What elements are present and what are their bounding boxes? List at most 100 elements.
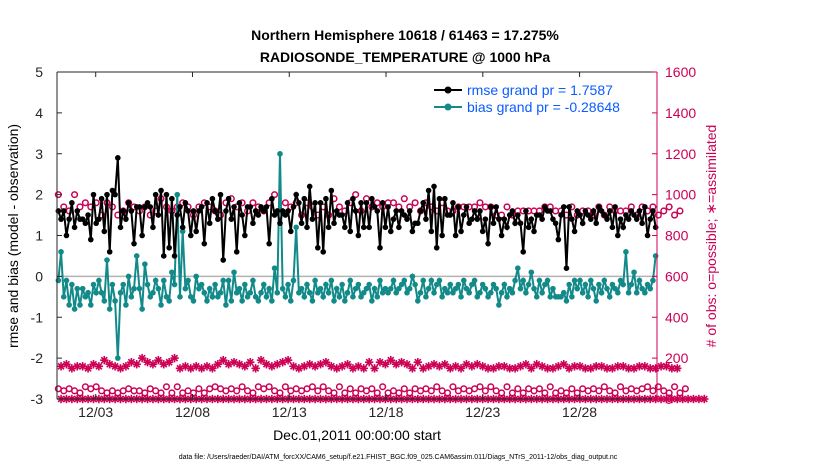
rmse-point bbox=[228, 216, 235, 222]
rmse-point bbox=[409, 228, 416, 235]
rmse-point bbox=[587, 216, 594, 222]
bias-point bbox=[296, 289, 302, 296]
star-stroke bbox=[381, 360, 389, 368]
possible-obs-low-point bbox=[330, 389, 338, 397]
bias-point bbox=[366, 281, 372, 288]
bias-point bbox=[90, 281, 97, 288]
bias-point bbox=[112, 298, 118, 304]
star-stroke bbox=[673, 364, 681, 372]
rmse-point bbox=[269, 195, 275, 202]
bias-point bbox=[452, 285, 459, 292]
bias-point bbox=[390, 277, 397, 284]
rmse-point bbox=[633, 216, 640, 222]
bias-point bbox=[166, 298, 172, 304]
y-tick-label: 1 bbox=[35, 228, 43, 244]
rmse-point bbox=[590, 208, 597, 214]
y-tick-label: -2 bbox=[31, 350, 44, 366]
star-stroke bbox=[122, 362, 130, 370]
rmse-point bbox=[617, 216, 624, 222]
rmse-point bbox=[206, 220, 213, 227]
rmse-point bbox=[504, 224, 510, 231]
bias-point bbox=[144, 281, 151, 288]
possible-obs-low-point bbox=[141, 389, 149, 397]
star-stroke bbox=[684, 395, 692, 403]
star-stroke bbox=[149, 360, 157, 368]
bias-point bbox=[269, 298, 275, 304]
rmse-point bbox=[404, 216, 410, 222]
assimilated-obs-point bbox=[240, 362, 250, 371]
rmse-point bbox=[55, 208, 62, 214]
rmse-point bbox=[539, 216, 545, 222]
bias-point bbox=[425, 285, 432, 292]
possible-obs-low-point bbox=[508, 389, 516, 397]
bias-point bbox=[579, 289, 586, 296]
star-stroke bbox=[354, 362, 362, 370]
rmse-point bbox=[185, 208, 191, 214]
rmse-point bbox=[171, 253, 178, 259]
bias-point bbox=[428, 277, 435, 284]
possible-obs-point bbox=[395, 203, 403, 211]
rmse-point bbox=[293, 191, 299, 198]
rmse-point bbox=[450, 200, 456, 206]
bias-point bbox=[331, 298, 337, 304]
possible-obs-point bbox=[665, 203, 673, 211]
possible-obs-low-point bbox=[249, 389, 257, 397]
assimilated-obs-point bbox=[251, 364, 260, 373]
bias-point bbox=[639, 285, 645, 292]
assimilated-obs-point bbox=[402, 360, 412, 369]
x-tick-label: 12/18 bbox=[369, 404, 404, 420]
star-stroke bbox=[62, 360, 70, 368]
bias-point bbox=[482, 285, 489, 292]
rmse-point bbox=[371, 204, 378, 210]
bias-point bbox=[442, 285, 448, 292]
rmse-point bbox=[271, 212, 278, 218]
assimilated-obs-point bbox=[121, 362, 131, 371]
assimilated-obs-point bbox=[364, 358, 374, 367]
bias-point bbox=[598, 289, 605, 296]
bias-point bbox=[315, 289, 321, 296]
assimilated-obs-point bbox=[359, 364, 368, 373]
bias-point bbox=[139, 306, 145, 312]
bias-point bbox=[220, 277, 227, 284]
bias-point bbox=[569, 294, 575, 300]
bias-point bbox=[647, 285, 654, 292]
possible-obs-low-point bbox=[681, 385, 689, 393]
rmse-point bbox=[139, 232, 145, 239]
star-stroke bbox=[171, 354, 179, 362]
rmse-point bbox=[344, 200, 351, 206]
star-stroke bbox=[619, 362, 627, 370]
possible-obs-point bbox=[71, 191, 79, 199]
bias-point bbox=[542, 281, 548, 288]
rmse-point bbox=[204, 200, 210, 206]
rmse-point bbox=[436, 195, 443, 202]
bias-point bbox=[266, 285, 272, 292]
rmse-point bbox=[187, 232, 194, 239]
bias-point bbox=[550, 285, 556, 292]
star-stroke bbox=[241, 362, 249, 370]
bias-point bbox=[277, 150, 283, 157]
star-stroke bbox=[673, 395, 681, 403]
star-stroke bbox=[700, 395, 708, 403]
bias-point bbox=[158, 302, 164, 308]
rmse-point bbox=[309, 216, 316, 222]
rmse-point bbox=[355, 232, 362, 239]
rmse-point bbox=[174, 212, 181, 218]
rmse-point bbox=[320, 249, 327, 255]
rmse-point bbox=[377, 244, 383, 251]
bias-point bbox=[101, 298, 108, 304]
star-stroke bbox=[641, 362, 649, 370]
rmse-point bbox=[644, 232, 651, 239]
bias-point bbox=[498, 289, 505, 296]
star-stroke bbox=[127, 358, 135, 366]
assimilated-obs-point bbox=[283, 355, 293, 365]
bias-point bbox=[120, 281, 127, 288]
bias-point bbox=[309, 298, 316, 304]
rmse-point bbox=[482, 216, 489, 222]
bias-point bbox=[623, 249, 629, 255]
rmse-point bbox=[342, 224, 348, 231]
bias-point bbox=[501, 281, 508, 288]
y2-tick-label: 200 bbox=[665, 350, 689, 366]
rmse-point bbox=[258, 204, 264, 210]
star-stroke bbox=[327, 362, 335, 370]
rmse-point bbox=[563, 265, 570, 272]
